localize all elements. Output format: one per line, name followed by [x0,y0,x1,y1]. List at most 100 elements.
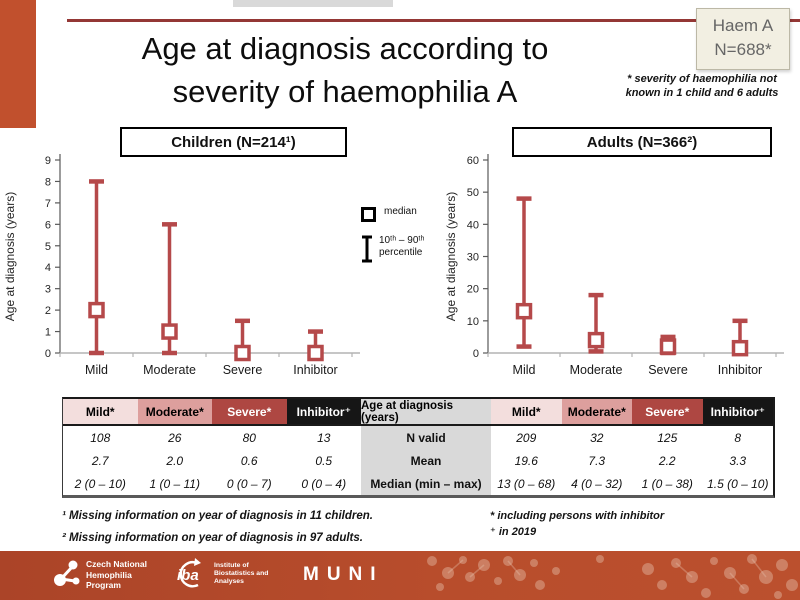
median-marker [587,331,605,349]
median-marker [88,301,105,319]
table-cell-children: 108 [63,426,138,449]
table-cell-children: 2.7 [63,449,138,472]
table-header-cell: Severe* [212,399,287,426]
table-cell-adults: 4 (0 – 32) [561,472,632,495]
iba-logo: iba Institute of Biostatistics and Analy… [170,556,276,592]
table-cell-adults: 1 (0 – 38) [632,472,703,495]
y-tick-label: 4 [45,262,51,274]
y-tick-label: 9 [45,155,51,167]
category-label: Severe [223,363,263,377]
adults-chart: 0 10 20 30 40 50 60 Mild Moderate Severe Inhibitor… [444,154,784,377]
footer-dots-pattern [427,554,798,599]
table-header-cell: Severe* [632,399,703,426]
footnote-inhibitor: * including persons with inhibitor [490,510,665,522]
table-cell-children: 0.6 [212,449,287,472]
footnotes-left: ¹ Missing information on year of diagnos… [62,505,373,549]
table-cell-children: 26 [137,426,212,449]
badge-count: N=688* [714,40,772,59]
table-cell-children: 1 (0 – 11) [137,472,212,495]
table-header-cell: Moderate* [137,399,212,426]
table-header-cell: Inhibitor⁺ [702,399,773,426]
category-label: Inhibitor [293,363,337,377]
study-badge: Haem A N=688* [696,8,790,70]
y-tick-label: 60 [467,155,479,167]
category-label: Moderate [570,363,623,377]
median-marker [515,302,533,320]
category-label: Severe [648,363,688,377]
table-cell-adults: 19.6 [491,449,562,472]
median-marker [659,338,677,355]
y-tick-label: 40 [467,219,479,231]
table-header-cell: Age at diagnosis (years) [361,399,491,426]
y-axis-title: Age at diagnosis (years) [444,192,458,321]
category-label: Mild [513,363,536,377]
cnhp-molecule-icon [54,560,80,586]
y-tick-label: 2 [45,305,51,317]
iba-logo-icon: iba [177,558,201,588]
footnote-year: ⁺ in 2019 [490,526,537,538]
whisker-ibeam-icon [362,235,372,263]
header-rule-line [67,19,800,22]
median-marker [307,344,324,362]
table-cell-children: 13 [286,426,361,449]
table-cell-children: 0 (0 – 7) [212,472,287,495]
table-header-cell: Mild* [491,399,562,426]
y-tick-label: 0 [45,348,51,360]
badge-title: Haem A [712,16,774,35]
category-label: Mild [85,363,108,377]
median-square-icon [361,207,376,222]
median-marker [161,323,178,340]
legend-median-label: median [384,206,417,217]
table-cell-adults: 209 [491,426,562,449]
table-cell-adults: 13 (0 – 68) [491,472,562,495]
table-cell-adults: 7.3 [561,449,632,472]
chart-title-children: Children (N=214¹) [120,127,347,157]
footnote-adults: ² Missing information on year of diagnos… [62,532,363,544]
y-tick-label: 8 [45,176,51,188]
y-tick-label: 1 [45,327,51,339]
table-cell-adults: 125 [632,426,703,449]
children-chart: 0 1 2 3 4 5 6 7 8 9 Mild Moderate Severe Inhibitor Age… [3,154,360,377]
table-header-cell: Inhibitor⁺ [286,399,361,426]
median-marker [731,339,749,357]
y-tick-label: 7 [45,198,51,210]
table-cell-adults: 8 [702,426,773,449]
table-cell-children: 80 [212,426,287,449]
y-tick-label: 50 [467,187,479,199]
table-cell-adults: 3.3 [702,449,773,472]
iba-logo-wordmark: iba [177,567,199,584]
y-tick-label: 3 [45,284,51,296]
iba-logo-text: Institute of Biostatistics and Analyses [214,562,269,585]
legend-whisker-item: 10ᵗʰ – 90ᵗʰ percentile [359,235,447,263]
cnhp-logo: Czech National Hemophilia Program [52,558,150,592]
footnotes-right: * including persons with inhibitor ⁺ in … [490,508,664,540]
top-gray-strip [233,0,393,7]
legend-whisker-label: 10ᵗʰ – 90ᵗʰ percentile [379,235,425,258]
y-tick-label: 30 [467,252,479,264]
median-marker [234,344,251,362]
y-tick-label: 10 [467,316,479,328]
table-row-label: N valid [361,426,491,449]
cnhp-logo-text: Czech National Hemophilia Program [86,559,147,591]
table-row-label: Median (min – max) [361,472,491,495]
footnote-children: ¹ Missing information on year of diagnos… [62,510,373,522]
summary-table: Mild* Moderate* Severe* Inhibitor⁺ Age at di… [62,397,775,498]
table-header-cell: Mild* [63,399,138,426]
badge-note: * severity of haemophilia not known in 1… [625,73,779,99]
category-label: Inhibitor [718,363,762,377]
table-cell-children: 2 (0 – 10) [63,472,138,495]
table-cell-adults: 2.2 [632,449,703,472]
y-tick-label: 20 [467,284,479,296]
y-tick-label: 6 [45,219,51,231]
y-axis-title: Age at diagnosis (years) [3,192,17,321]
chart-legend: median 10ᵗʰ – 90ᵗʰ percentile [359,206,447,276]
category-label: Moderate [143,363,196,377]
table-row-label: Mean [361,449,491,472]
y-tick-label: 0 [473,348,479,360]
table-cell-children: 2.0 [137,449,212,472]
muni-logo: MUNI [303,564,384,585]
table-cell-adults: 1.5 (0 – 10) [702,472,773,495]
y-tick-label: 5 [45,241,51,253]
footer-bar: Czech National Hemophilia Program iba In… [0,551,800,600]
